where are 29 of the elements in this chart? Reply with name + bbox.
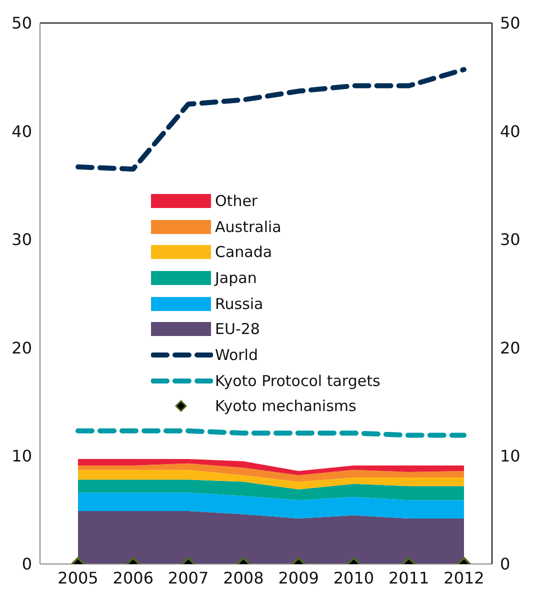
y2-tick-label: 20: [500, 338, 520, 358]
legend-label: Australia: [215, 218, 282, 236]
legend-label: EU-28: [215, 320, 260, 338]
y-tick-label: 40: [12, 122, 32, 141]
y-tick-label: 20: [12, 338, 32, 358]
y2-tick-label: 30: [500, 230, 520, 250]
x-tick-label: 2007: [168, 568, 209, 588]
x-tick-label: 2006: [112, 568, 154, 588]
legend-label: Russia: [215, 294, 264, 313]
x-tick-label: 2005: [58, 568, 98, 588]
x-tick-label: 2008: [223, 568, 264, 588]
x-tick-label: 2010: [333, 568, 374, 588]
x-tick-label: 2012: [444, 568, 484, 588]
legend-label: Kyoto Protocol targets: [215, 372, 380, 390]
legend-label: Other: [215, 192, 258, 210]
y-tick-label: 30: [12, 230, 32, 250]
y2-tick-label: 10: [500, 446, 520, 466]
y-tick-label: 50: [12, 14, 32, 33]
y2-tick-label: 0: [500, 554, 510, 574]
y2-tick-label: 40: [500, 122, 520, 141]
y-tick-label: 10: [12, 446, 32, 466]
x-tick-label: 2009: [278, 568, 319, 588]
legend-label: World: [215, 346, 258, 364]
x-tick-label: 2011: [388, 568, 430, 588]
legend-label: Kyoto mechanisms: [215, 397, 356, 416]
legend-label: Japan: [215, 268, 257, 287]
legend-label: Canada: [215, 243, 272, 262]
y2-tick-label: 50: [500, 14, 520, 33]
y-tick-label: 0: [22, 554, 32, 574]
